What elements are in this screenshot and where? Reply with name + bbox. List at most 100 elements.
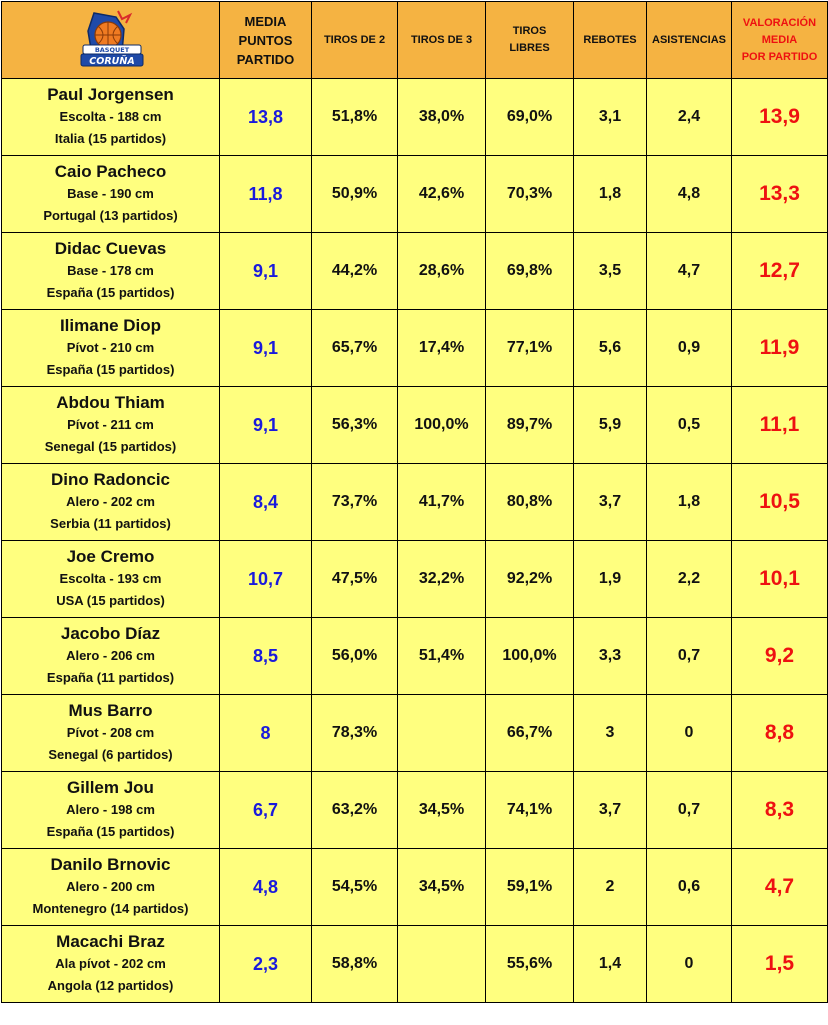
col-header-valoracion: VALORACIÓN MEDIA POR PARTIDO [731,1,828,79]
cell-tiros-3: 32,2% [397,540,486,618]
player-position: Base - 178 cm [67,263,154,278]
player-position: Alero - 206 cm [66,648,155,663]
stats-table: BASQUET CORUÑA MEDIA PUNTOS PARTIDO TIRO… [1,1,828,1003]
cell-tiros-3 [397,694,486,772]
player-origin: España (11 partidos) [46,670,175,685]
player-cell: Macachi Braz Ala pívot - 202 cm Angola (12… [1,925,220,1003]
cell-tiros-2: 78,3% [311,694,398,772]
cell-valoracion: 12,7 [731,232,828,310]
cell-rebotes: 5,9 [573,386,647,464]
cell-tiros-3: 100,0% [397,386,486,464]
cell-tiros-libres: 77,1% [485,309,574,387]
player-origin: Serbia (11 partidos) [50,516,171,531]
cell-tiros-libres: 69,0% [485,78,574,156]
player-cell: Joe Cremo Escolta - 193 cm USA (15 partido… [1,540,220,618]
cell-valoracion: 11,9 [731,309,828,387]
cell-asistencias: 2,2 [646,540,732,618]
cell-valoracion: 10,5 [731,463,828,541]
cell-asistencias: 0 [646,694,732,772]
cell-valoracion: 13,3 [731,155,828,233]
cell-tiros-libres: 92,2% [485,540,574,618]
player-origin: USA (15 partidos) [56,593,165,608]
cell-rebotes: 5,6 [573,309,647,387]
table-row: Caio Pacheco Base - 190 cm Portugal (13 pa… [1,155,828,233]
cell-tiros-2: 73,7% [311,463,398,541]
cell-asistencias: 0,9 [646,309,732,387]
table-row: Joe Cremo Escolta - 193 cm USA (15 partido… [1,540,828,618]
cell-tiros-2: 54,5% [311,848,398,926]
cell-rebotes: 3 [573,694,647,772]
cell-tiros-2: 51,8% [311,78,398,156]
player-position: Pívot - 210 cm [66,340,155,355]
club-logo: BASQUET CORUÑA [80,10,143,67]
player-name: Abdou Thiam [56,393,165,412]
cell-tiros-libres: 66,7% [485,694,574,772]
cell-tiros-2: 50,9% [311,155,398,233]
cell-asistencias: 0,7 [646,617,732,695]
cell-valoracion: 8,8 [731,694,828,772]
cell-valoracion: 4,7 [731,848,828,926]
cell-tiros-2: 63,2% [311,771,398,849]
cell-tiros-2: 58,8% [311,925,398,1003]
cell-media-puntos: 11,8 [219,155,312,233]
table-row: Danilo Brnovic Alero - 200 cm Montenegro (… [1,848,828,926]
cell-valoracion: 1,5 [731,925,828,1003]
cell-media-puntos: 8 [219,694,312,772]
player-cell: Gillem Jou Alero - 198 cm España (15 parti… [1,771,220,849]
cell-asistencias: 0 [646,925,732,1003]
col-header-asistencias: ASISTENCIAS [646,1,732,79]
table-row: Macachi Braz Ala pívot - 202 cm Angola (12… [1,925,828,1003]
cell-rebotes: 1,9 [573,540,647,618]
player-name: Joe Cremo [66,547,155,566]
cell-asistencias: 0,5 [646,386,732,464]
player-origin: Montenegro (14 partidos) [32,901,189,916]
player-position: Escolta - 188 cm [59,109,162,124]
cell-media-puntos: 4,8 [219,848,312,926]
cell-tiros-3: 17,4% [397,309,486,387]
player-name: Dino Radoncic [50,470,170,489]
cell-media-puntos: 8,4 [219,463,312,541]
cell-tiros-3: 42,6% [397,155,486,233]
player-name: Paul Jorgensen [47,85,174,104]
cell-tiros-3: 34,5% [397,771,486,849]
col-header-media-puntos: MEDIA PUNTOS PARTIDO [219,1,312,79]
cell-tiros-3: 41,7% [397,463,486,541]
table-row: Paul Jorgensen Escolta - 188 cm Italia (15… [1,78,828,156]
cell-rebotes: 3,7 [573,463,647,541]
cell-tiros-libres: 59,1% [485,848,574,926]
cell-tiros-3: 28,6% [397,232,486,310]
cell-valoracion: 9,2 [731,617,828,695]
player-name: Jacobo Díaz [60,624,161,643]
player-origin: Italia (15 partidos) [54,131,167,146]
cell-rebotes: 2 [573,848,647,926]
cell-tiros-3 [397,925,486,1003]
cell-media-puntos: 13,8 [219,78,312,156]
cell-media-puntos: 9,1 [219,232,312,310]
cell-tiros-libres: 89,7% [485,386,574,464]
cell-valoracion: 10,1 [731,540,828,618]
cell-asistencias: 2,4 [646,78,732,156]
player-origin: España (15 partidos) [46,824,175,839]
cell-media-puntos: 6,7 [219,771,312,849]
player-cell: Jacobo Díaz Alero - 206 cm España (11 part… [1,617,220,695]
player-name: Mus Barro [68,701,153,720]
logo-text-bottom: CORUÑA [89,56,134,67]
cell-asistencias: 0,6 [646,848,732,926]
player-origin: Angola (12 partidos) [47,978,174,993]
cell-tiros-libres: 69,8% [485,232,574,310]
cell-valoracion: 13,9 [731,78,828,156]
cell-rebotes: 1,4 [573,925,647,1003]
col-header-tiros-3: TIROS DE 3 [397,1,486,79]
cell-tiros-libres: 70,3% [485,155,574,233]
cell-tiros-2: 56,0% [311,617,398,695]
cell-valoracion: 8,3 [731,771,828,849]
cell-rebotes: 3,5 [573,232,647,310]
player-name: Didac Cuevas [54,239,167,258]
player-cell: Danilo Brnovic Alero - 200 cm Montenegro (… [1,848,220,926]
player-name: Gillem Jou [67,778,154,797]
table-row: Mus Barro Pívot - 208 cm Senegal (6 partid… [1,694,828,772]
table-row: Ilimane Diop Pívot - 210 cm España (15 par… [1,309,828,387]
player-position: Alero - 202 cm [66,494,155,509]
cell-asistencias: 1,8 [646,463,732,541]
cell-media-puntos: 10,7 [219,540,312,618]
